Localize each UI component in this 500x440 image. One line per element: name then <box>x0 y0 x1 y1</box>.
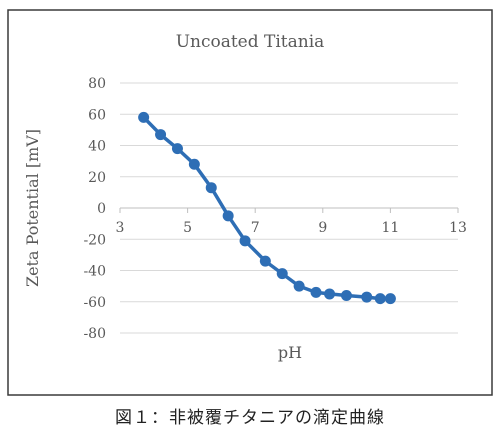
data-points <box>138 111 396 305</box>
x-tick-label: 9 <box>318 220 327 236</box>
x-axis-label: pH <box>278 343 302 362</box>
chart-frame: Uncoated Titania 80 60 40 20 0 -20 -40 -60 -80 3 5… <box>7 9 493 396</box>
chart-border <box>7 9 493 396</box>
x-tick-label: 3 <box>116 220 125 236</box>
data-point <box>384 293 396 305</box>
data-point <box>361 291 373 303</box>
y-tick-label: 0 <box>97 201 106 217</box>
x-tick-label: 11 <box>381 220 399 236</box>
data-point <box>374 293 386 305</box>
data-point <box>340 290 352 301</box>
data-point <box>188 158 200 170</box>
data-point <box>171 143 183 155</box>
axes <box>119 207 459 213</box>
data-point <box>138 111 150 123</box>
data-point <box>222 210 234 222</box>
data-point <box>276 268 288 280</box>
chart-title: Uncoated Titania <box>176 32 325 52</box>
y-tick-label: -80 <box>83 326 106 342</box>
data-point <box>259 255 271 267</box>
series-line <box>141 115 393 301</box>
x-tick-label: 7 <box>251 220 260 236</box>
data-point <box>239 235 251 247</box>
data-point <box>324 288 336 300</box>
y-axis-label: Zeta Potential [mV] <box>23 129 42 287</box>
zeta-potential-chart: Uncoated Titania 80 60 40 20 0 -20 -40 -60 -80 3 5… <box>7 9 493 396</box>
series-line-path <box>141 115 393 301</box>
x-tick-label: 5 <box>183 220 192 236</box>
y-tick-label: -40 <box>83 264 106 280</box>
y-tick-label: 80 <box>88 76 106 92</box>
data-point <box>293 280 305 292</box>
y-tick-label: -20 <box>83 232 106 248</box>
y-tick-label: -60 <box>83 295 106 311</box>
y-tick-label: 40 <box>88 139 106 155</box>
data-point <box>205 182 217 194</box>
y-tick-label: 60 <box>88 107 106 123</box>
figure-caption: 図１：非被覆チタニアの滴定曲線 <box>115 408 385 428</box>
data-point <box>155 129 167 141</box>
y-tick-label: 20 <box>88 170 106 186</box>
x-tick-label: 13 <box>449 220 467 236</box>
tick-labels: 80 60 40 20 0 -20 -40 -60 -80 3 5 7 9 11 13 <box>83 76 466 342</box>
data-point <box>310 286 322 298</box>
